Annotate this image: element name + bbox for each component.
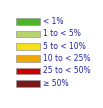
- FancyBboxPatch shape: [16, 31, 40, 37]
- FancyBboxPatch shape: [16, 68, 40, 74]
- FancyBboxPatch shape: [16, 43, 40, 50]
- Text: 10 to < 25%: 10 to < 25%: [43, 54, 91, 63]
- FancyBboxPatch shape: [16, 18, 40, 25]
- Text: ≥ 50%: ≥ 50%: [43, 79, 69, 88]
- Text: 1 to < 5%: 1 to < 5%: [43, 29, 81, 38]
- FancyBboxPatch shape: [16, 55, 40, 62]
- FancyBboxPatch shape: [16, 80, 40, 87]
- Text: 5 to < 10%: 5 to < 10%: [43, 42, 86, 51]
- Text: 25 to < 50%: 25 to < 50%: [43, 66, 91, 75]
- Text: < 1%: < 1%: [43, 17, 64, 26]
